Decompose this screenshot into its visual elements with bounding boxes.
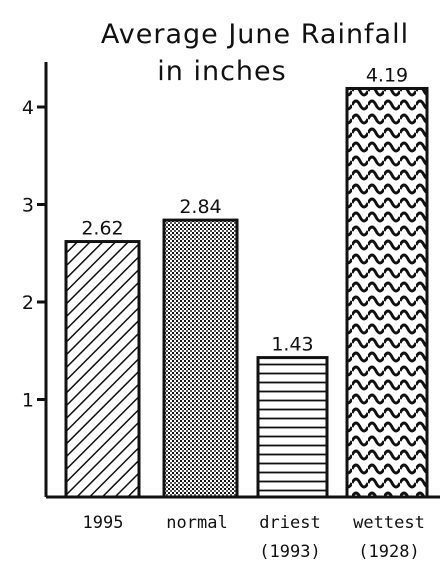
category-labels: 1995 normal driest (1993) wettest (1928): [83, 513, 425, 562]
bar-1995: [64, 240, 141, 499]
category-label-driest: driest: [259, 513, 320, 533]
bar-driest: [256, 356, 329, 499]
y-tick-label: 1: [22, 390, 34, 412]
data-label-wettest: 4.19: [366, 64, 408, 86]
category-label-1995: 1995: [83, 513, 124, 533]
category-label-wettest: wettest: [353, 513, 425, 533]
y-tick-label: 4: [22, 97, 34, 119]
category-label-normal: normal: [166, 513, 227, 533]
category-sublabel-wettest: (1928): [358, 542, 419, 562]
chart-title: Average June Rainfall: [101, 19, 409, 50]
bar-wettest: [345, 86, 429, 499]
category-sublabel-driest: (1993): [259, 542, 320, 562]
y-axis-ticks: 1 2 3 4: [22, 97, 46, 412]
bar-normal: [162, 218, 239, 499]
y-tick-label: 2: [22, 292, 34, 314]
chart-subtitle: in inches: [157, 56, 286, 87]
data-label-normal: 2.84: [179, 196, 221, 218]
y-tick-label: 3: [22, 195, 34, 217]
data-label-1995: 2.62: [81, 218, 123, 240]
data-label-driest: 1.43: [271, 334, 313, 356]
bar-group: 2.62 2.84 1.43 4.19: [64, 64, 429, 499]
